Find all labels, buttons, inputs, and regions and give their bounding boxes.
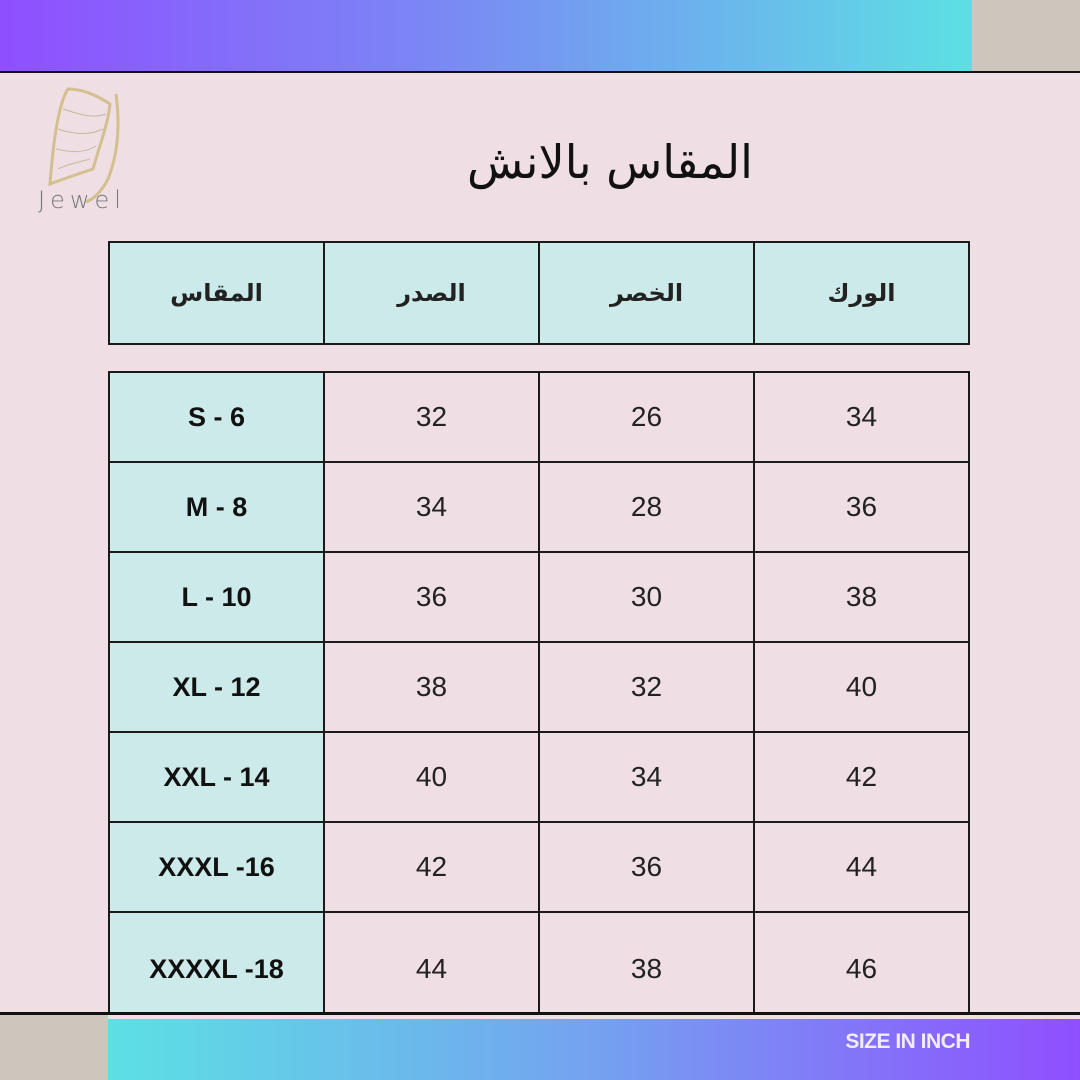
cell-waist: 26 [538,371,755,463]
cell-size: S - 6 [108,371,325,463]
cell-chest: 40 [323,731,540,823]
size-table-body: S - 6 32 26 34 M - 8 34 28 36 L - 10 36 30 38 XL - 1… [0,371,1080,1013]
cell-chest: 34 [323,461,540,553]
table-row: S - 6 32 26 34 [108,371,970,463]
table-row: XXXXL -18 44 38 46 [108,911,970,1013]
header-chest: الصدر [323,241,540,345]
top-beige-block [972,0,1080,72]
brand-name: Jewel [38,186,126,214]
cell-hip: 34 [753,371,970,463]
header-size: المقاس [108,241,325,345]
header-hip: الورك [753,241,970,345]
cell-hip: 42 [753,731,970,823]
cell-chest: 36 [323,551,540,643]
cell-waist: 38 [538,911,755,1013]
bottom-gradient-band [108,1019,1080,1080]
cell-size: XXL - 14 [108,731,325,823]
cell-waist: 30 [538,551,755,643]
cell-hip: 38 [753,551,970,643]
cell-size: XXXL -16 [108,821,325,913]
cell-hip: 40 [753,641,970,733]
footer-label: SIZE IN INCH [845,1030,970,1053]
cell-chest: 44 [323,911,540,1013]
cell-hip: 36 [753,461,970,553]
butterfly-icon [48,87,120,204]
header-waist: الخصر [538,241,755,345]
top-gradient-band [0,0,972,72]
header-row: المقاس الصدر الخصر الورك [108,241,970,345]
cell-waist: 34 [538,731,755,823]
size-table-header: المقاس الصدر الخصر الورك [108,241,970,345]
cell-size: L - 10 [108,551,325,643]
cell-chest: 42 [323,821,540,913]
cell-waist: 32 [538,641,755,733]
cell-size: XXXXL -18 [108,911,325,1013]
cell-hip: 46 [753,911,970,1013]
cell-waist: 28 [538,461,755,553]
table-row: XL - 12 38 32 40 [108,641,970,733]
size-table: S - 6 32 26 34 M - 8 34 28 36 L - 10 36 30 38 XL - 1… [108,371,970,1013]
table-row: M - 8 34 28 36 [108,461,970,553]
cell-waist: 36 [538,821,755,913]
cell-hip: 44 [753,821,970,913]
page-title: المقاس بالانش [467,135,753,189]
table-row: XXXL -16 42 36 44 [108,821,970,913]
bottom-beige-block [0,1015,108,1080]
cell-chest: 32 [323,371,540,463]
cell-chest: 38 [323,641,540,733]
table-row: L - 10 36 30 38 [108,551,970,643]
cell-size: M - 8 [108,461,325,553]
table-row: XXL - 14 40 34 42 [108,731,970,823]
top-divider [0,71,1080,73]
bottom-divider [0,1012,1080,1015]
cell-size: XL - 12 [108,641,325,733]
